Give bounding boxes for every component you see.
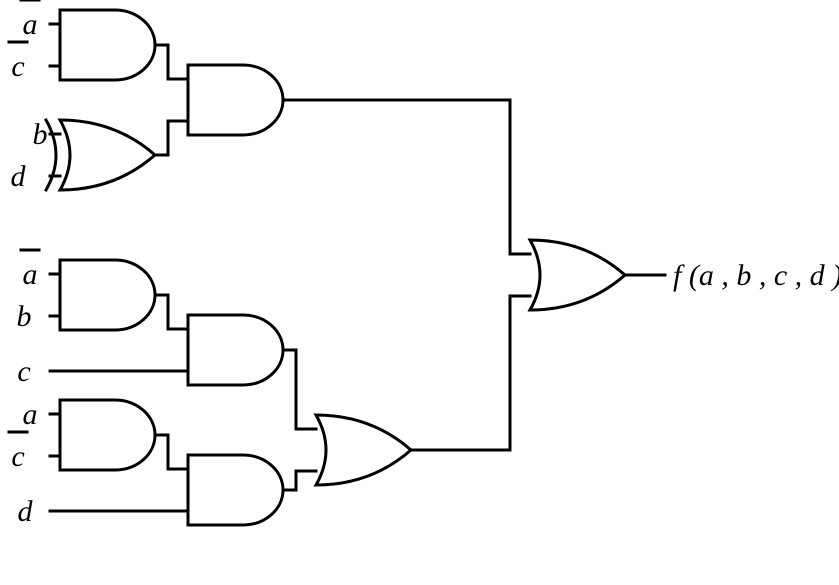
- input-label: b: [33, 118, 48, 151]
- and-gate: [60, 260, 155, 330]
- input-label: c: [11, 440, 24, 473]
- or-gate: [530, 240, 625, 310]
- output-label: f (a , b , c , d ): [673, 259, 839, 292]
- input-label: c: [17, 355, 30, 388]
- and-gate: [188, 455, 283, 525]
- input-label: a: [23, 398, 38, 431]
- or-gate: [316, 415, 411, 485]
- wire: [155, 45, 188, 79]
- input-label: b: [17, 300, 32, 333]
- xor-gate: [46, 120, 155, 190]
- wire: [155, 121, 188, 155]
- logic-circuit-diagram: acbdabcacdf (a , b , c , d ): [0, 0, 839, 585]
- and-gate: [188, 315, 283, 385]
- wire: [155, 295, 188, 329]
- wire: [283, 350, 316, 429]
- input-label: a: [23, 8, 38, 41]
- input-label: d: [11, 160, 27, 193]
- and-gate: [60, 400, 155, 470]
- wire: [283, 100, 530, 254]
- input-label: a: [23, 258, 38, 291]
- wire: [283, 471, 316, 490]
- wire: [155, 435, 188, 469]
- and-gate: [188, 65, 283, 135]
- input-label: d: [18, 495, 34, 528]
- and-gate: [60, 10, 155, 80]
- wire: [411, 296, 530, 450]
- input-label: c: [11, 50, 24, 83]
